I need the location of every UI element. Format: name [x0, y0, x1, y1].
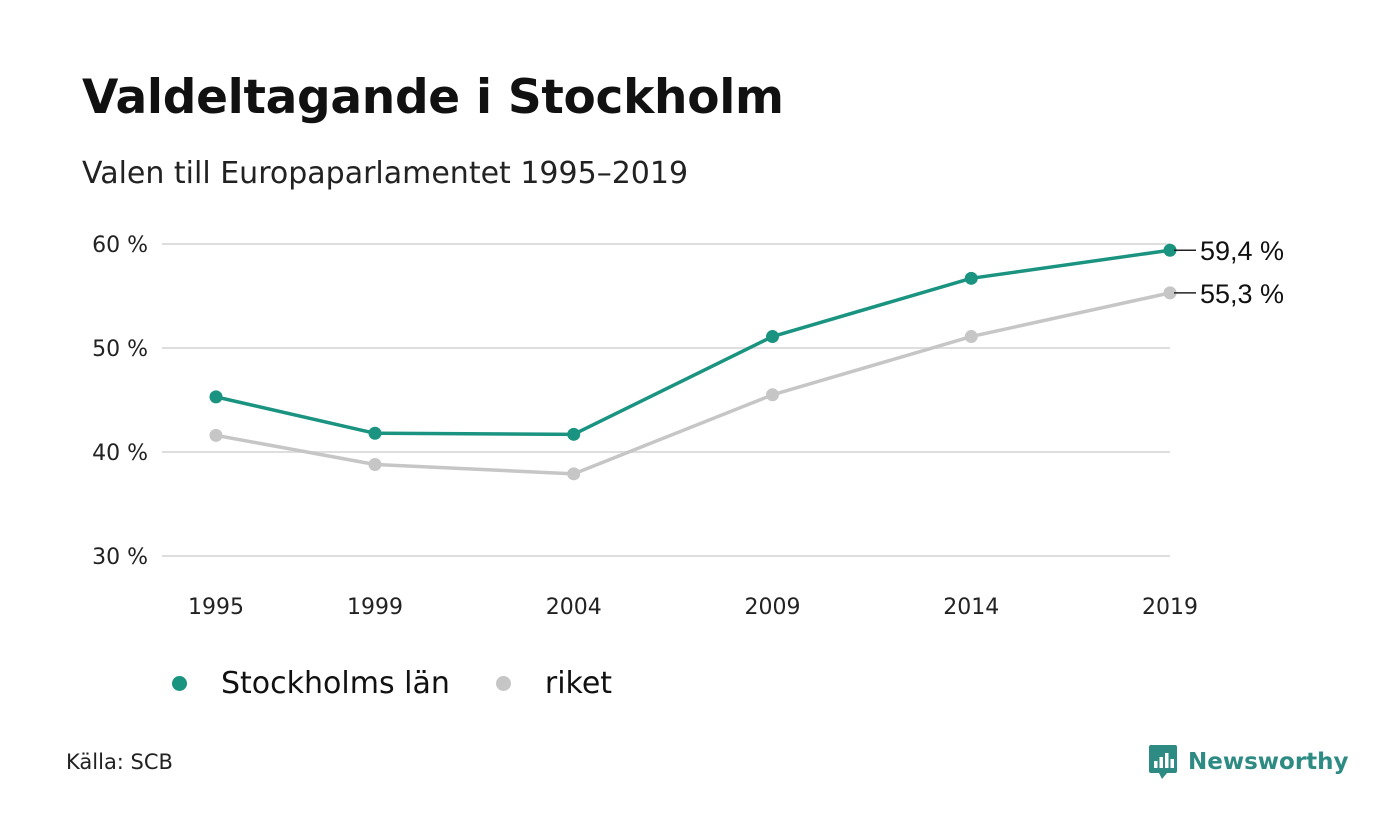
chart-subtitle: Valen till Europaparlamentet 1995–2019: [82, 156, 689, 191]
brand-name: Newsworthy: [1188, 749, 1349, 775]
y-tick-label: 50 %: [92, 337, 148, 362]
data-point-stockholm: [1163, 243, 1177, 257]
data-point-riket: [766, 388, 779, 402]
x-tick-label: 2019: [1142, 595, 1198, 620]
x-tick-label: 1999: [347, 595, 403, 620]
x-tick-label: 2014: [943, 595, 999, 620]
chart-title: Valdeltagande i Stockholm: [82, 70, 784, 125]
data-point-stockholm: [567, 427, 581, 441]
source-note: Källa: SCB: [66, 750, 173, 774]
data-point-stockholm: [766, 330, 779, 344]
y-axis: 30 % 40 % 50 % 60 %: [92, 233, 148, 570]
series-stockholm: 59,4 %: [209, 236, 1284, 441]
series-group: 55,3 % 59,4 %: [209, 236, 1284, 481]
newsworthy-logo-icon: [1149, 745, 1177, 779]
series-line-riket: [214, 291, 1172, 476]
series-line-stockholm: [214, 248, 1172, 437]
legend-marker-stockholm: [172, 676, 187, 691]
gridlines: [162, 243, 1170, 557]
end-label-stockholm: 59,4 %: [1200, 236, 1284, 266]
data-point-stockholm: [964, 271, 978, 285]
legend-marker-riket: [495, 676, 511, 691]
brand: Newsworthy: [1148, 744, 1349, 780]
data-point-riket: [567, 467, 581, 481]
end-label-riket: 55,3 %: [1200, 279, 1284, 309]
legend-item-stockholm: Stockholms län: [172, 666, 450, 701]
data-point-riket: [1163, 286, 1177, 300]
data-point-stockholm: [209, 390, 223, 404]
x-tick-label: 1995: [188, 595, 244, 620]
legend-label-stockholm: Stockholms län: [221, 666, 450, 701]
y-tick-label: 40 %: [92, 441, 148, 466]
data-point-stockholm: [368, 426, 382, 440]
x-tick-label: 2004: [546, 595, 602, 620]
x-axis: 1995 1999 2004 2009 2014 2019: [188, 595, 1198, 620]
legend: Stockholms län riket: [172, 666, 658, 701]
series-riket: 55,3 %: [209, 279, 1284, 481]
data-point-riket: [209, 428, 223, 442]
x-tick-label: 2009: [745, 595, 801, 620]
legend-label-riket: riket: [544, 666, 613, 701]
y-tick-label: 60 %: [92, 233, 148, 258]
legend-item-riket: riket: [495, 666, 613, 701]
data-point-riket: [964, 330, 978, 344]
y-tick-label: 30 %: [92, 545, 148, 570]
data-point-riket: [368, 457, 382, 471]
